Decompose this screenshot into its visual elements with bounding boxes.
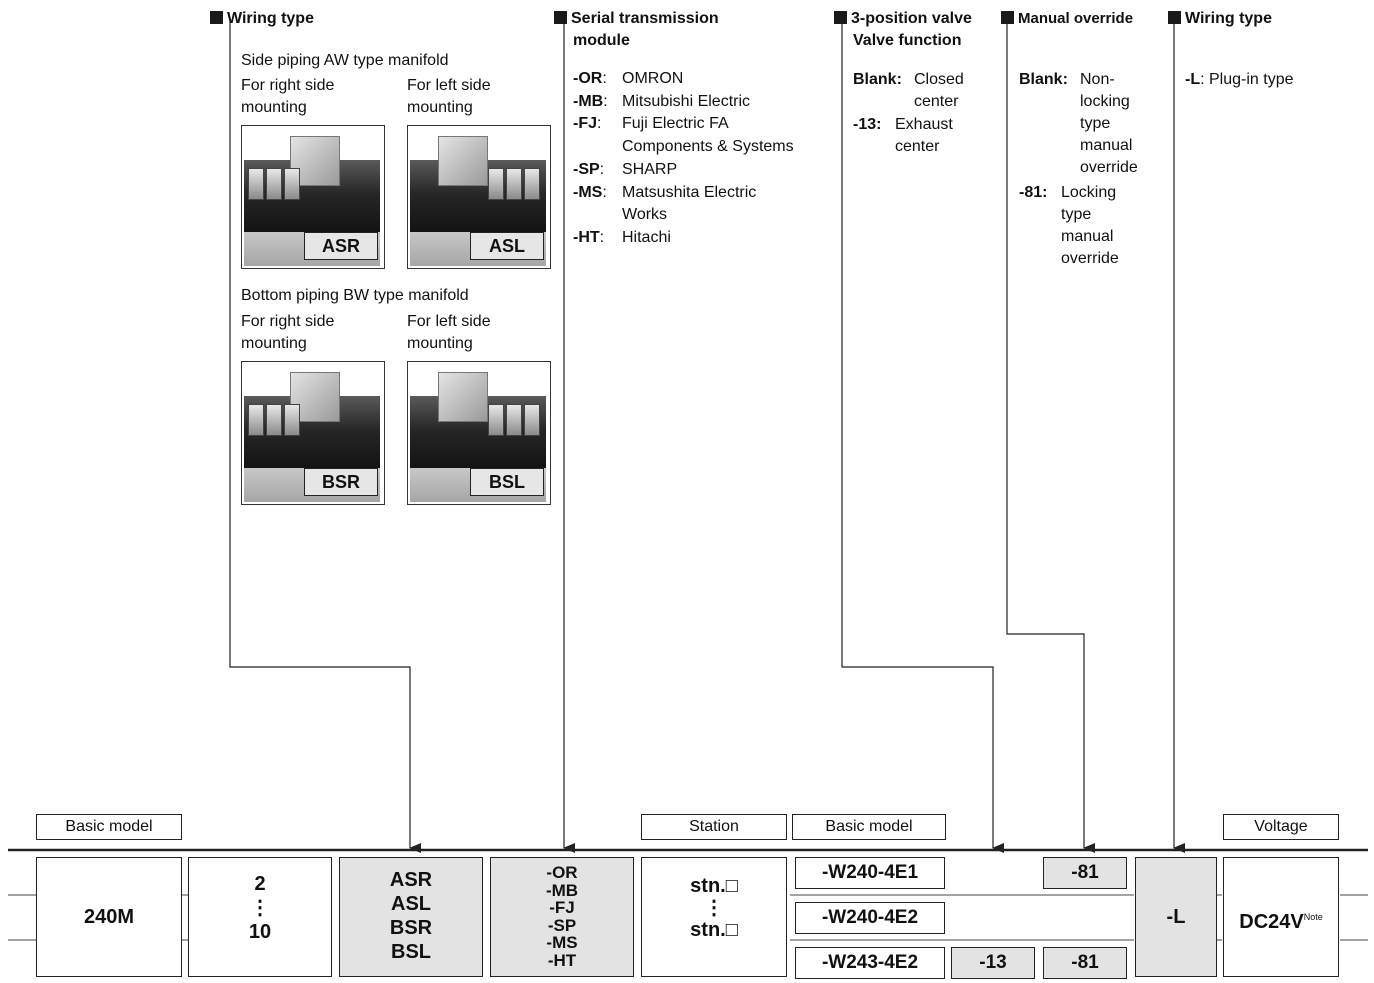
stations-code-box: 2 ⋮ 10 bbox=[188, 857, 332, 977]
manual-leader bbox=[1006, 22, 1095, 853]
valve-heading: 3-position valve Valve function bbox=[834, 8, 972, 52]
model-code-box: 240M bbox=[36, 857, 182, 977]
right-mount-label-1: For right side mounting bbox=[241, 77, 335, 116]
serial-item-fj-cont: Components & Systems bbox=[622, 138, 794, 156]
serial-item-or: -OR: OMRON bbox=[573, 70, 684, 87]
photo-tag: BSL bbox=[470, 468, 544, 496]
manual-81-code: -81: bbox=[1019, 184, 1048, 201]
manifold-photo-bsr: BSR bbox=[241, 361, 385, 505]
manual-blank-code: Blank: bbox=[1019, 71, 1068, 88]
plug-in-entry: -L: Plug-in type bbox=[1185, 71, 1294, 88]
wiring-type-leader bbox=[229, 22, 421, 853]
basic-model-label: Basic model bbox=[36, 814, 182, 840]
bottom-piping-label: Bottom piping BW type manifold bbox=[241, 287, 469, 304]
valve-leader bbox=[841, 22, 1004, 853]
serial-item-mb: -MB: Mitsubishi Electric bbox=[573, 92, 751, 110]
station-label: Station bbox=[641, 814, 787, 840]
serial-item-fj: -FJ: Fuji Electric FA bbox=[573, 115, 729, 133]
side-piping-label: Side piping AW type manifold bbox=[241, 52, 449, 69]
square-bullet-icon bbox=[1001, 11, 1014, 24]
photo-tag: ASR bbox=[304, 232, 378, 260]
manual-81-desc: Locking type manual override bbox=[1061, 184, 1119, 267]
valve-model-box-2: -W240-4E2 bbox=[795, 902, 945, 934]
serial-code-box: -OR -MB -FJ -SP -MS -HT bbox=[490, 857, 634, 977]
wiring-type-heading: Wiring type bbox=[210, 8, 314, 30]
serial-list: -OR: OMRON -MB: Mitsubishi Electric -FJ: Fu… bbox=[573, 68, 794, 250]
manual-heading: Manual override bbox=[1001, 8, 1133, 30]
valve-blank-code: Blank: bbox=[853, 71, 902, 88]
square-bullet-icon bbox=[1168, 11, 1181, 24]
left-mount-label-1: For left side mounting bbox=[407, 77, 491, 116]
valve-model-box-1: -W240-4E1 bbox=[795, 857, 945, 889]
plug-code-box: -L bbox=[1135, 857, 1217, 977]
voltage-label: Voltage bbox=[1223, 814, 1339, 840]
basic-model-label-2: Basic model bbox=[792, 814, 946, 840]
valve-13-code: -13: bbox=[853, 116, 882, 133]
serial-item-ms: -MS: Matsushita Electric bbox=[573, 183, 757, 201]
photo-tag: ASL bbox=[470, 232, 544, 260]
left-mount-label-2: For left side mounting bbox=[407, 313, 491, 352]
valve-blank-desc: Closed center bbox=[914, 71, 964, 110]
manifold-photo-asr: ASR bbox=[241, 125, 385, 269]
serial-item-ht: -HT: Hitachi bbox=[573, 228, 671, 246]
square-bullet-icon bbox=[834, 11, 847, 24]
manifold-photo-bsl: BSL bbox=[407, 361, 551, 505]
override-box-3: -81 bbox=[1043, 947, 1127, 979]
manifold-photo-asl: ASL bbox=[407, 125, 551, 269]
exhaust-box: -13 bbox=[951, 947, 1035, 979]
manual-blank-desc: Non- locking type manual override bbox=[1080, 71, 1138, 176]
station-code-box: stn.□ ⋮ stn.□ bbox=[641, 857, 787, 977]
wiring-code-box: ASR ASL BSR BSL bbox=[339, 857, 483, 977]
voltage-code-box: DC24VNote bbox=[1223, 857, 1339, 977]
wiring-type-2-heading: Wiring type bbox=[1168, 8, 1272, 30]
serial-item-ms-cont: Works bbox=[622, 206, 668, 224]
override-box-1: -81 bbox=[1043, 857, 1127, 889]
valve-13-desc: Exhaust center bbox=[895, 116, 953, 155]
square-bullet-icon bbox=[210, 11, 223, 24]
photo-tag: BSR bbox=[304, 468, 378, 496]
serial-heading: Serial transmission module bbox=[554, 8, 719, 52]
valve-model-box-3: -W243-4E2 bbox=[795, 947, 945, 979]
right-mount-label-2: For right side mounting bbox=[241, 313, 335, 352]
square-bullet-icon bbox=[554, 11, 567, 24]
serial-item-sp: -SP: SHARP bbox=[573, 160, 678, 178]
